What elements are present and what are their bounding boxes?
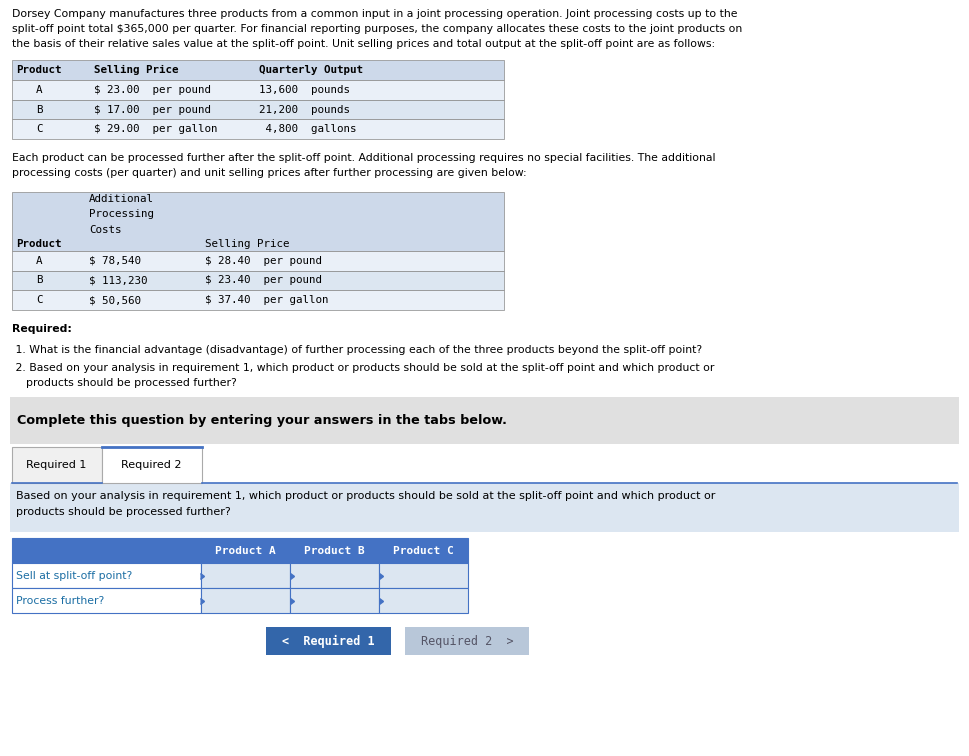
Text: Quarterly Output: Quarterly Output: [259, 65, 362, 76]
Text: Product: Product: [16, 65, 62, 76]
Bar: [12, 538, 201, 563]
Bar: [405, 627, 529, 655]
Text: split-off point total $365,000 per quarter. For financial reporting purposes, th: split-off point total $365,000 per quart…: [12, 24, 742, 34]
Bar: [12, 119, 504, 139]
Text: <  Required 1: < Required 1: [282, 634, 375, 648]
Bar: [12, 588, 201, 613]
Bar: [201, 588, 290, 613]
Bar: [12, 80, 504, 100]
Text: $ 29.00  per gallon: $ 29.00 per gallon: [94, 124, 217, 135]
Text: Product: Product: [16, 239, 62, 249]
Bar: [290, 563, 379, 588]
Text: Sell at split-off point?: Sell at split-off point?: [16, 571, 133, 581]
Text: processing costs (per quarter) and unit selling prices after further processing : processing costs (per quarter) and unit …: [12, 168, 526, 178]
Bar: [379, 588, 468, 613]
Text: products should be processed further?: products should be processed further?: [16, 507, 231, 517]
Text: Required 1: Required 1: [26, 460, 87, 470]
Text: the basis of their relative sales value at the split-off point. Unit selling pri: the basis of their relative sales value …: [12, 39, 715, 49]
Text: $ 50,560: $ 50,560: [89, 295, 141, 305]
Text: B: B: [36, 104, 43, 115]
Bar: [10, 483, 959, 532]
Text: Processing: Processing: [89, 209, 154, 219]
Bar: [379, 538, 468, 563]
Text: Dorsey Company manufactures three products from a common input in a joint proces: Dorsey Company manufactures three produc…: [12, 9, 737, 19]
Bar: [12, 100, 504, 119]
Bar: [379, 563, 468, 588]
Bar: [12, 271, 504, 290]
Text: Based on your analysis in requirement 1, which product or products should be sol: Based on your analysis in requirement 1,…: [16, 491, 715, 500]
Bar: [12, 447, 102, 483]
Bar: [266, 627, 391, 655]
Bar: [12, 192, 504, 251]
Bar: [12, 251, 504, 271]
Text: Selling Price: Selling Price: [94, 65, 178, 76]
Text: Process further?: Process further?: [16, 596, 105, 606]
Text: A: A: [36, 85, 43, 95]
Text: Complete this question by entering your answers in the tabs below.: Complete this question by entering your …: [17, 414, 508, 427]
Text: Product A: Product A: [215, 546, 275, 556]
Text: Required 2: Required 2: [121, 460, 182, 470]
Bar: [201, 538, 290, 563]
Text: Costs: Costs: [89, 225, 122, 234]
Bar: [10, 397, 959, 444]
Text: C: C: [36, 295, 43, 305]
Text: A: A: [36, 256, 43, 266]
Bar: [102, 447, 202, 483]
Text: $ 17.00  per pound: $ 17.00 per pound: [94, 104, 211, 115]
Text: products should be processed further?: products should be processed further?: [12, 378, 236, 388]
Text: Required:: Required:: [12, 324, 72, 333]
Text: $ 37.40  per gallon: $ 37.40 per gallon: [205, 295, 328, 305]
Bar: [12, 563, 201, 588]
Text: Each product can be processed further after the split-off point. Additional proc: Each product can be processed further af…: [12, 153, 715, 163]
Text: $ 113,230: $ 113,230: [89, 275, 147, 286]
Text: $ 28.40  per pound: $ 28.40 per pound: [205, 256, 323, 266]
Text: Required 2  >: Required 2 >: [421, 634, 514, 648]
Bar: [290, 588, 379, 613]
Text: Selling Price: Selling Price: [205, 239, 290, 249]
Text: Additional: Additional: [89, 194, 154, 204]
Bar: [201, 563, 290, 588]
Text: Product B: Product B: [304, 546, 364, 556]
Text: $ 23.00  per pound: $ 23.00 per pound: [94, 85, 211, 95]
Text: 13,600  pounds: 13,600 pounds: [259, 85, 350, 95]
Text: Product C: Product C: [393, 546, 453, 556]
Text: 1. What is the financial advantage (disadvantage) of further processing each of : 1. What is the financial advantage (disa…: [12, 345, 702, 355]
Text: 21,200  pounds: 21,200 pounds: [259, 104, 350, 115]
Bar: [12, 290, 504, 310]
Text: 2. Based on your analysis in requirement 1, which product or products should be : 2. Based on your analysis in requirement…: [12, 363, 714, 373]
Text: $ 78,540: $ 78,540: [89, 256, 141, 266]
Bar: [12, 60, 504, 80]
Text: B: B: [36, 275, 43, 286]
Text: $ 23.40  per pound: $ 23.40 per pound: [205, 275, 323, 286]
Bar: [290, 538, 379, 563]
Text: 4,800  gallons: 4,800 gallons: [259, 124, 357, 135]
Text: C: C: [36, 124, 43, 135]
